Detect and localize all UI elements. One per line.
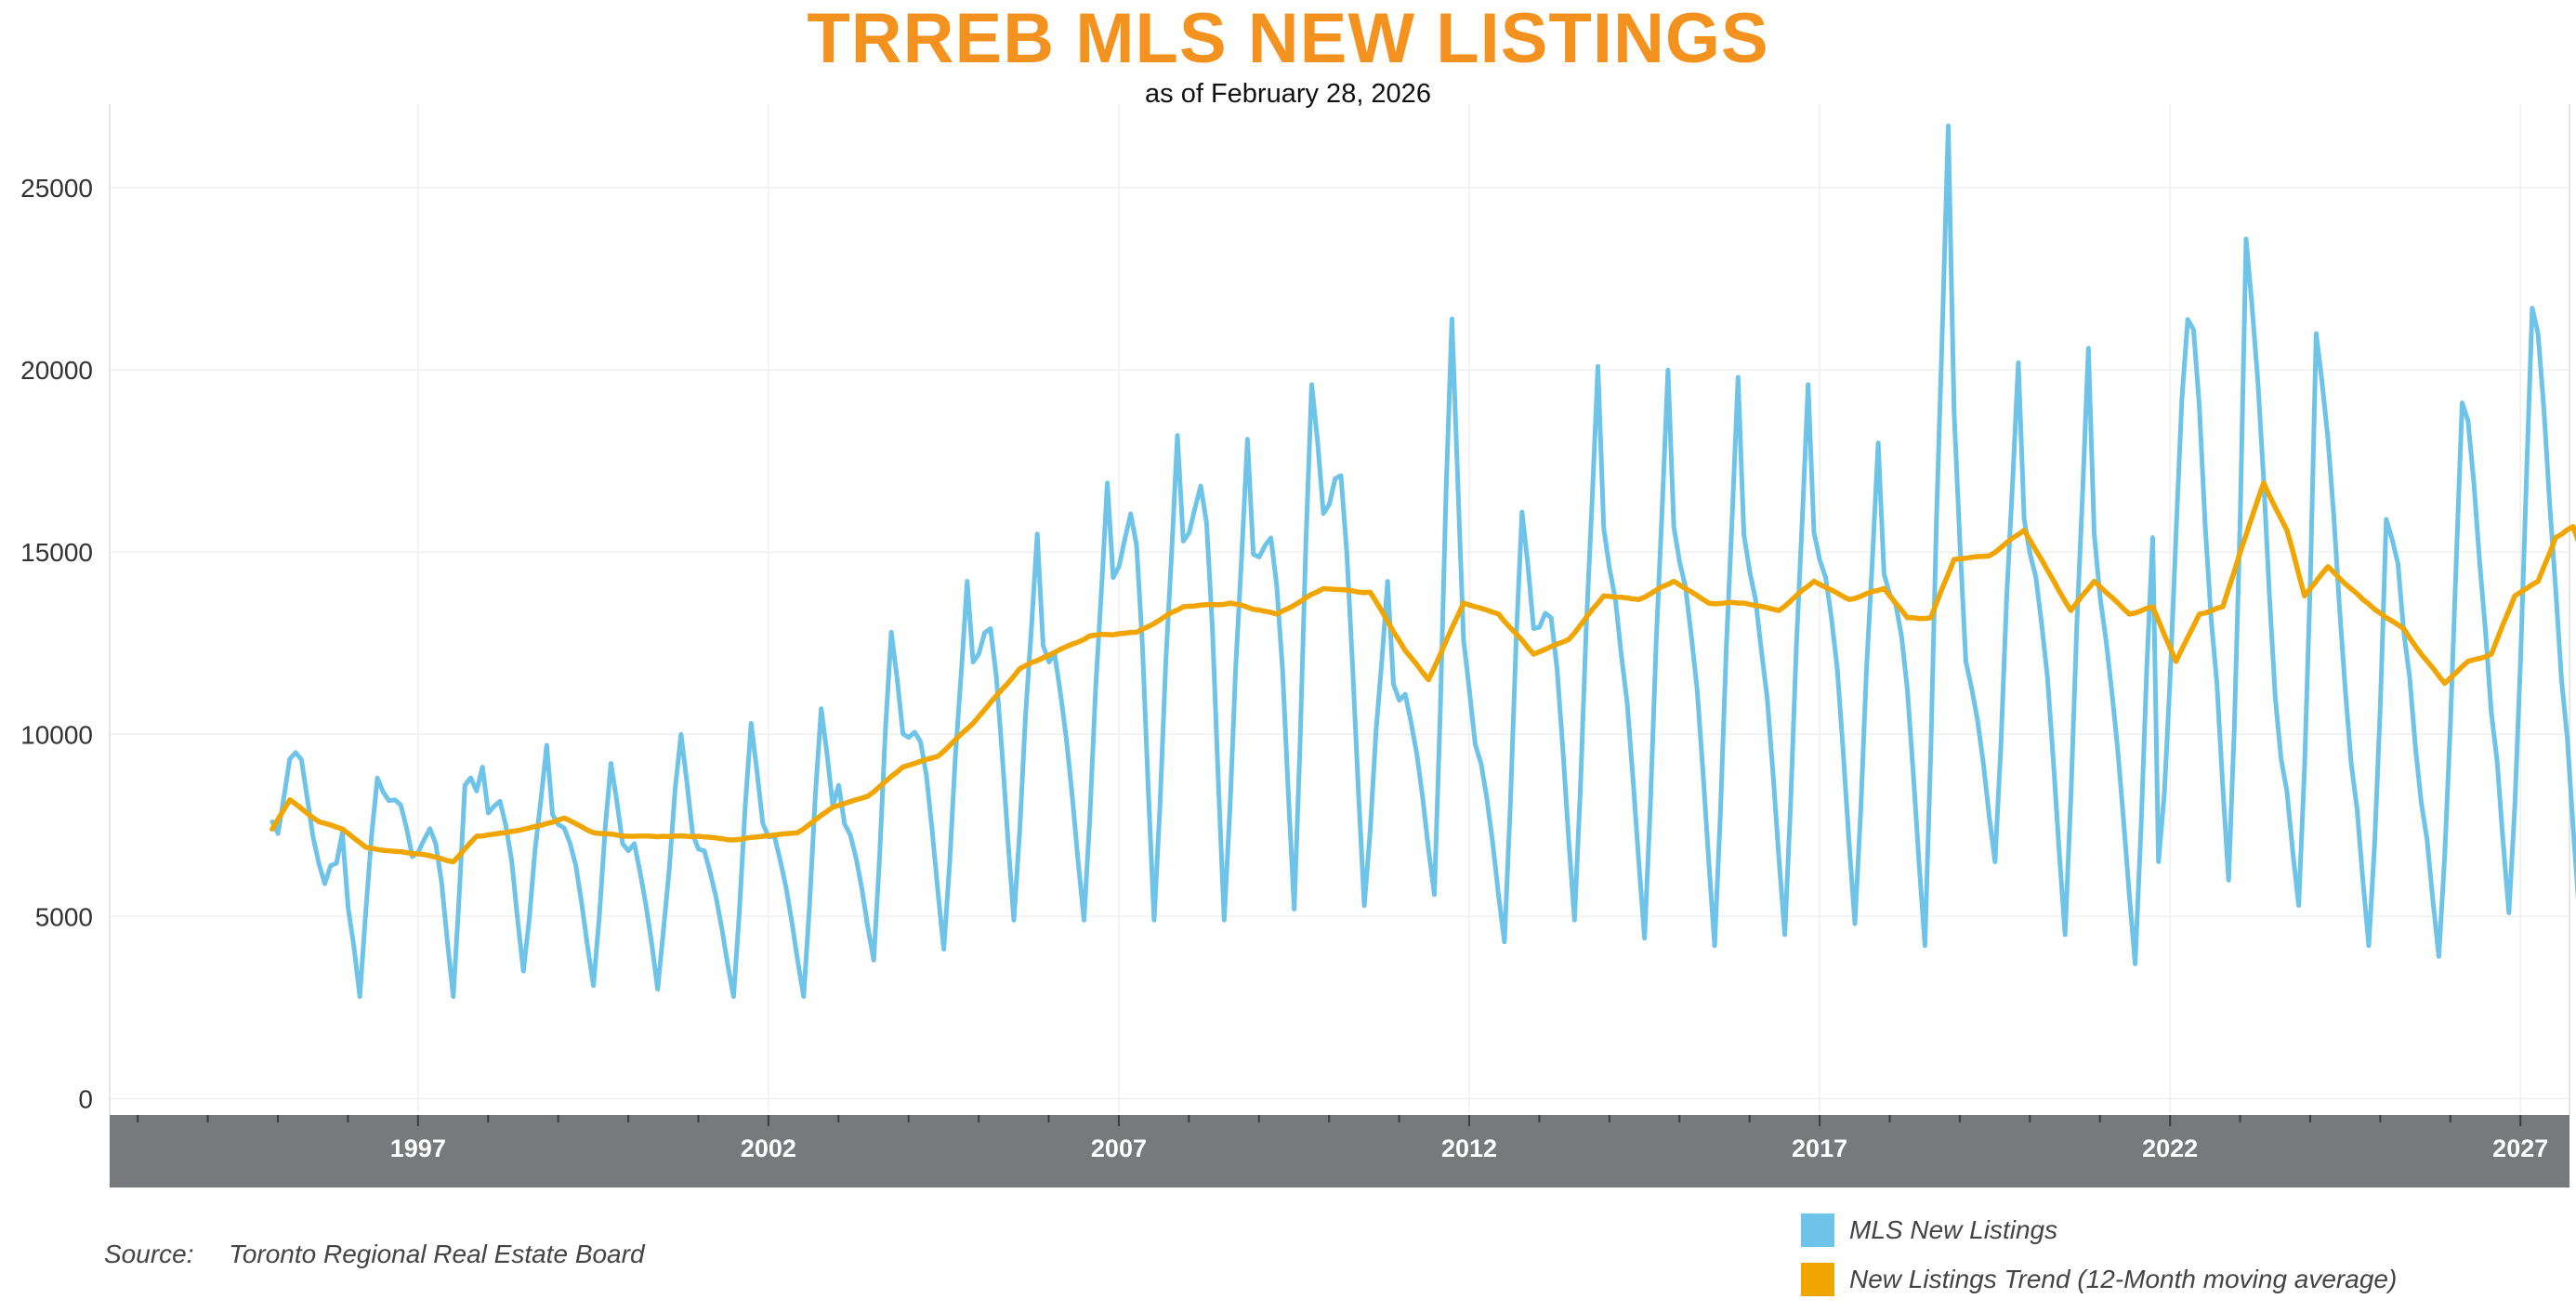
y-tick-label: 5000 [35, 902, 93, 931]
legend-swatch-listings [1801, 1214, 1834, 1247]
series-line-listings-trend [269, 479, 2576, 865]
legend-swatch-trend [1801, 1263, 1834, 1296]
series-layer [269, 124, 2576, 999]
x-tick-label: 1997 [390, 1135, 446, 1162]
grid-layer [109, 104, 2570, 1115]
source-note: Source: Toronto Regional Real Estate Boa… [104, 1240, 645, 1269]
x-axis-band [110, 1115, 2569, 1187]
y-tick-label: 15000 [20, 538, 93, 567]
y-tick-label: 0 [78, 1084, 93, 1113]
axis-layer: 0 5000 10000 15000 20000 25000 1997 2002 2007 201… [20, 174, 2569, 1187]
legend-item-listings: MLS New Listings [1801, 1212, 2057, 1249]
legend-label-listings: MLS New Listings [1849, 1215, 2058, 1244]
series-line-mls-new-listings [269, 124, 2576, 999]
source-label: Source: [104, 1240, 194, 1268]
legend-item-trend: New Listings Trend (12-Month moving aver… [1801, 1261, 2397, 1298]
x-tick-label: 2017 [1792, 1135, 1847, 1162]
y-tick-label: 25000 [20, 174, 93, 203]
y-tick-label: 10000 [20, 720, 93, 749]
y-tick-label: 20000 [20, 356, 93, 385]
x-tick-label: 2002 [741, 1135, 796, 1162]
chart-subtitle: as of February 28, 2026 [1145, 79, 1431, 109]
x-tick-label: 2027 [2492, 1135, 2548, 1162]
x-tick-label: 2022 [2142, 1135, 2198, 1162]
x-tick-label: 2012 [1441, 1135, 1497, 1162]
chart-title: TRREB MLS NEW LISTINGS [807, 0, 1769, 78]
source-text: Toronto Regional Real Estate Board [229, 1240, 645, 1268]
x-tick-label: 2007 [1091, 1135, 1147, 1162]
legend-label-trend: New Listings Trend (12-Month moving aver… [1849, 1265, 2398, 1293]
